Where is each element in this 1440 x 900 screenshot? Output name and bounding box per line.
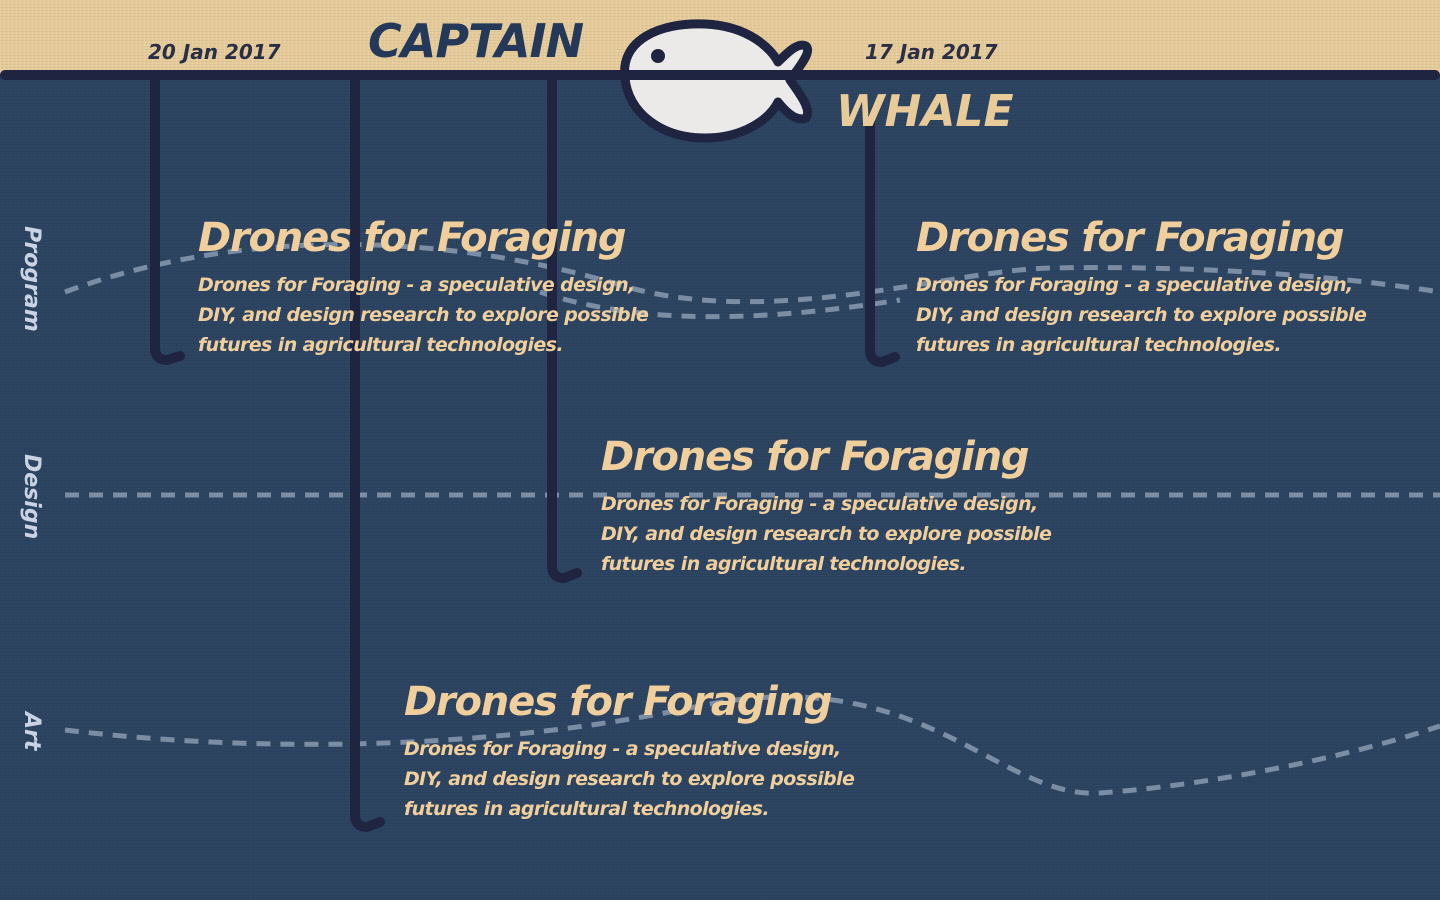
card-title[interactable]: Drones for Foraging [916, 215, 1345, 261]
hook-connector [350, 75, 385, 832]
card-title[interactable]: Drones for Foraging [601, 434, 1030, 480]
timeline-card[interactable]: Drones for Foraging Drones for Foraging … [601, 433, 1076, 579]
brand-title-whale: WHALE [836, 86, 1014, 137]
timeline-card[interactable]: Drones for Foraging Drones for Foraging … [404, 678, 879, 824]
timeline-card[interactable]: Drones for Foraging Drones for Foraging … [916, 214, 1391, 360]
hook-connector [865, 115, 900, 367]
card-title[interactable]: Drones for Foraging [404, 679, 833, 725]
lane-label-art: Art [19, 712, 44, 751]
date-end: 17 Jan 2017 [865, 40, 998, 64]
card-description: Drones for Foraging - a speculative desi… [198, 274, 649, 356]
lane-label-program: Program [19, 226, 44, 332]
brand-title-captain: CAPTAIN [368, 14, 584, 68]
card-description: Drones for Foraging - a speculative desi… [404, 738, 855, 820]
card-title[interactable]: Drones for Foraging [198, 215, 627, 261]
card-description: Drones for Foraging - a speculative desi… [601, 493, 1052, 575]
timeline-card[interactable]: Drones for Foraging Drones for Foraging … [198, 214, 673, 360]
lane-line-art [64, 694, 1440, 796]
timeline-rule [0, 70, 1440, 80]
date-start: 20 Jan 2017 [148, 40, 281, 64]
hook-connector [547, 75, 582, 583]
whale-fish-icon [620, 19, 812, 143]
lane-label-design: Design [19, 454, 44, 540]
card-description: Drones for Foraging - a speculative desi… [916, 274, 1367, 356]
hook-connector [150, 75, 185, 365]
lane-line-program [64, 242, 1440, 305]
